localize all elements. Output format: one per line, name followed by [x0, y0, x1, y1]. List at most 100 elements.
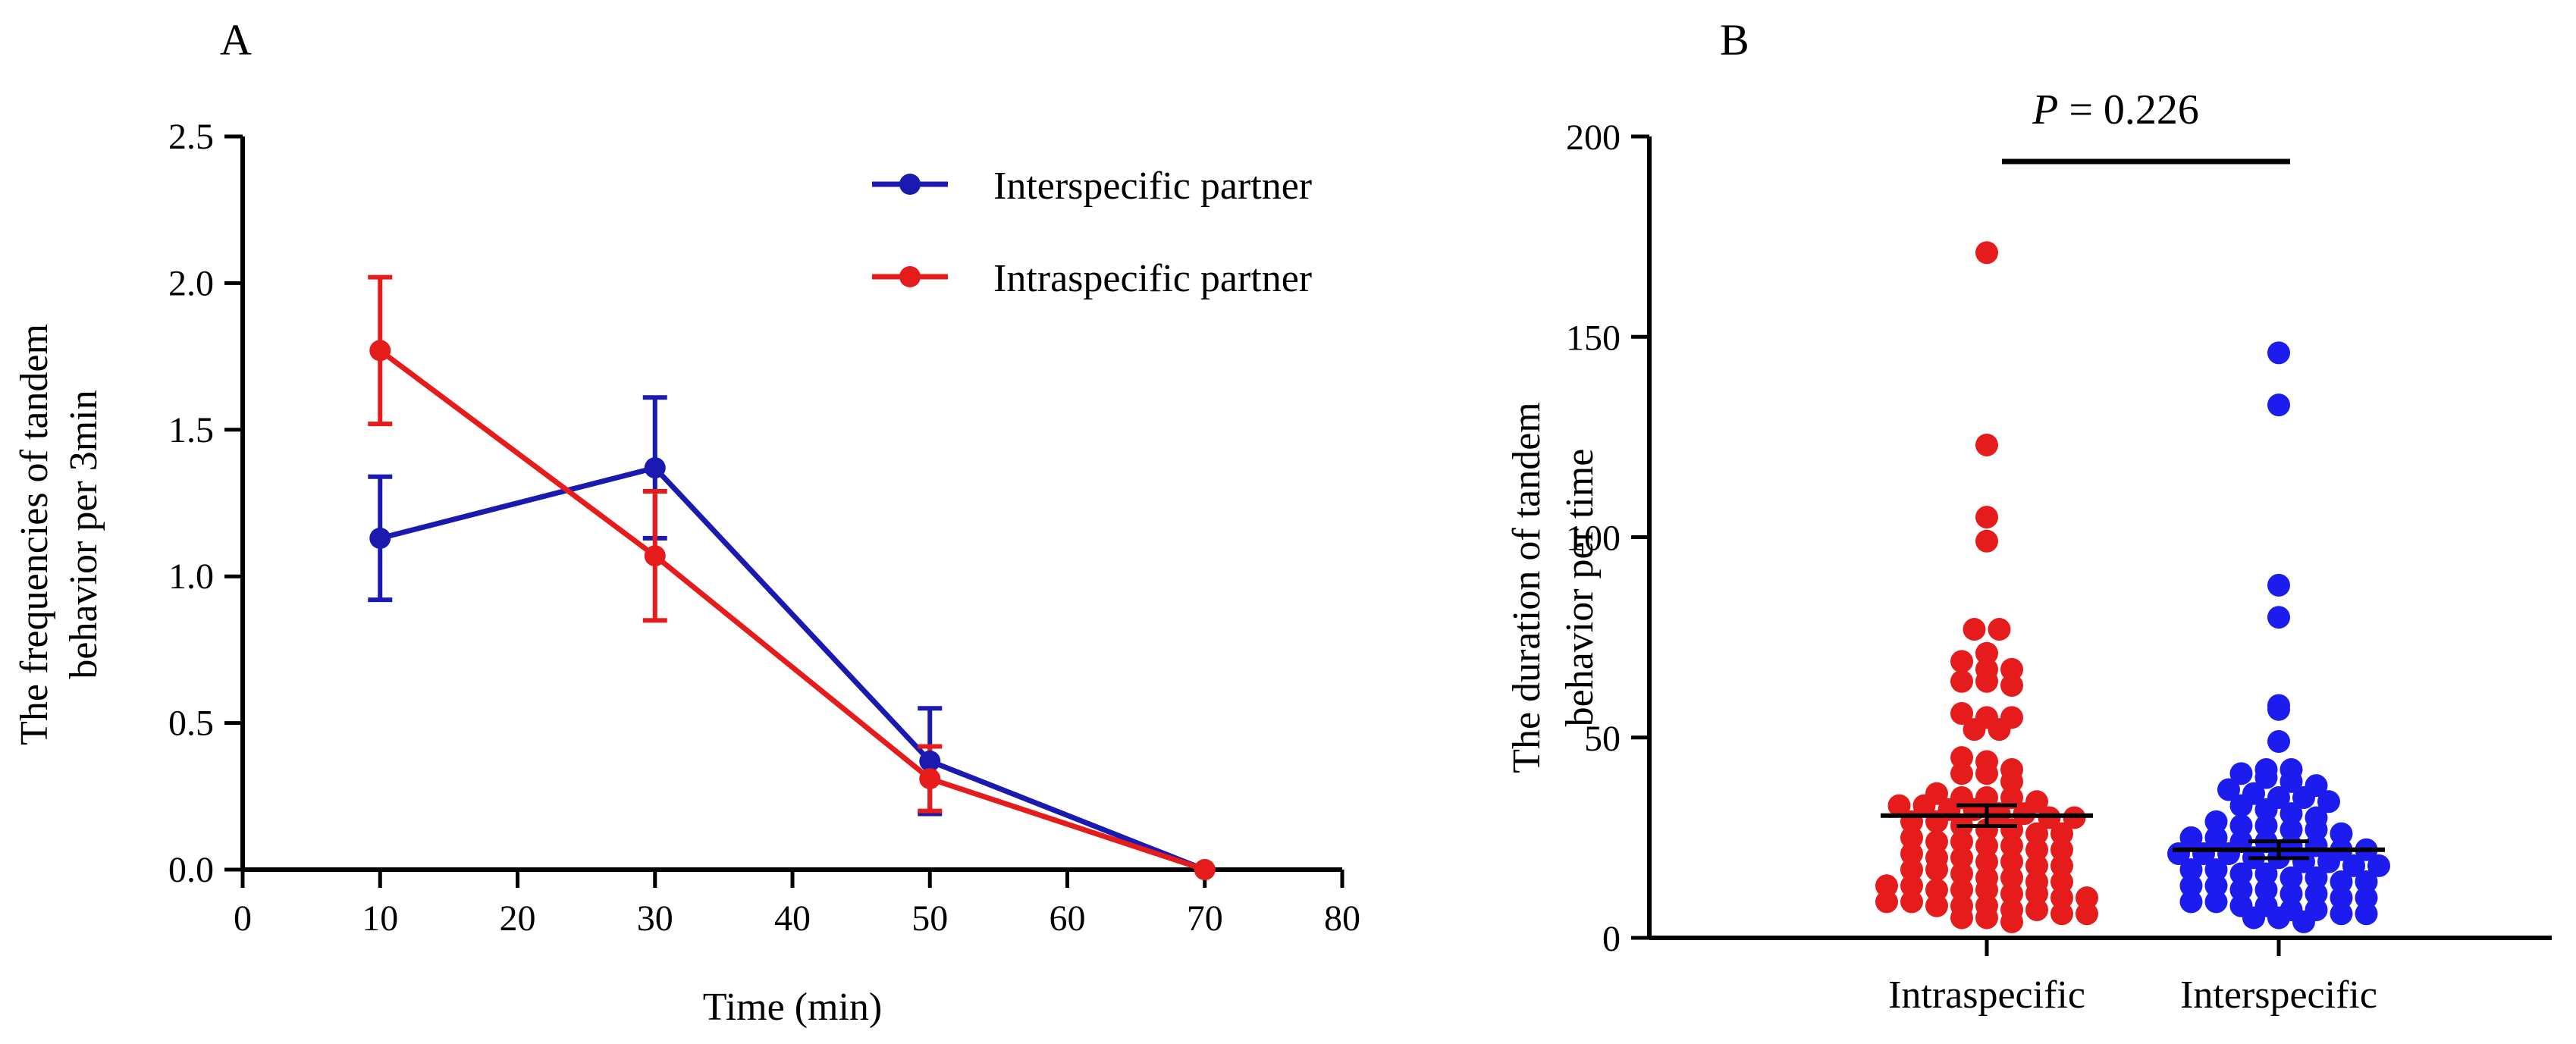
- data-point-intraspecific: [2050, 902, 2073, 926]
- data-point-intraspecific: [2000, 850, 2023, 873]
- y-tick-label: 100: [1566, 519, 1621, 559]
- panel-a-y-axis: 0.0 0.5 1.0 1.5 2.0 2.5: [168, 117, 245, 890]
- data-point-intraspecific: [1900, 842, 1923, 866]
- data-point-interspecific: [2342, 854, 2365, 877]
- data-point-intraspecific: [2025, 854, 2048, 877]
- panel-b-points: [1875, 241, 2390, 933]
- data-point-intraspecific: [919, 768, 941, 790]
- data-point-interspecific: [2179, 858, 2203, 882]
- data-point-intraspecific: [2000, 674, 2023, 698]
- panel-a-y-axis-label-line-2: behavior per 3min: [62, 390, 105, 679]
- data-point-intraspecific: [2025, 870, 2048, 894]
- data-point-intraspecific: [2000, 706, 2023, 729]
- panel-a-x-axis: 0 10 20 30 40 50 60 70 80: [234, 867, 1360, 939]
- panel-a-y-axis-label-line-1: The frequencies of tandem: [13, 324, 56, 745]
- data-point-interspecific: [2254, 878, 2278, 901]
- data-point-intraspecific: [1194, 859, 1216, 880]
- data-point-interspecific: [2254, 894, 2278, 917]
- y-tick-label: 2.0: [168, 263, 214, 303]
- data-point-intraspecific: [1975, 850, 1998, 873]
- data-point-interspecific: [2330, 902, 2353, 926]
- legend-item-interspecific: Interspecific partner: [872, 165, 1312, 208]
- data-point-intraspecific: [1950, 746, 1973, 770]
- data-point-interspecific: [2229, 762, 2253, 785]
- data-point-interspecific: [2279, 882, 2303, 905]
- panel-b-y-axis-label-line-1: The duration of tandem: [1505, 402, 1548, 773]
- data-point-intraspecific: [1975, 866, 1998, 889]
- data-point-intraspecific: [1975, 834, 1998, 857]
- data-point-intraspecific: [1950, 846, 1973, 870]
- data-point-interspecific: [2204, 826, 2228, 849]
- data-point-interspecific: [2204, 890, 2228, 914]
- data-point-intraspecific: [1900, 858, 1923, 882]
- y-tick-label: 200: [1566, 118, 1621, 158]
- data-point-intraspecific: [2025, 898, 2048, 922]
- data-point-interspecific: [2355, 902, 2378, 926]
- data-point-intraspecific: [2000, 866, 2023, 889]
- data-point-interspecific: [2267, 694, 2290, 717]
- x-tick-label: 60: [1050, 898, 1086, 939]
- x-tick-label: 50: [911, 898, 948, 939]
- data-point-interspecific: [2242, 782, 2265, 805]
- data-point-interspecific: [2267, 341, 2290, 365]
- legend-marker-intraspecific: [899, 266, 921, 287]
- data-point-intraspecific: [2025, 838, 2048, 861]
- x-tick-label: 30: [637, 898, 673, 939]
- data-point-interspecific: [2330, 886, 2353, 910]
- data-point-interspecific: [2267, 606, 2290, 629]
- data-point-intraspecific: [1950, 786, 1973, 810]
- data-point-intraspecific: [1900, 826, 1923, 849]
- y-tick-label: 0.0: [168, 850, 214, 890]
- legend-label-interspecific: Interspecific partner: [993, 165, 1312, 208]
- x-tick-label: 80: [1324, 898, 1360, 939]
- data-point-interspecific: [2204, 874, 2228, 898]
- legend-label-intraspecific: Intraspecific partner: [993, 257, 1312, 300]
- data-point-intraspecific: [1925, 894, 1948, 917]
- data-point-intraspecific: [1875, 890, 1898, 914]
- data-point-interspecific: [2179, 826, 2203, 849]
- data-point-intraspecific: [369, 340, 391, 362]
- data-point-interspecific: [2179, 890, 2203, 914]
- x-tick-label: 70: [1187, 898, 1223, 939]
- data-point-interspecific: [2279, 818, 2303, 842]
- data-point-interspecific: [2279, 758, 2303, 782]
- data-point-interspecific: [2267, 573, 2290, 597]
- data-point-intraspecific: [1925, 846, 1948, 870]
- data-point-interspecific: [2179, 874, 2203, 898]
- panel-a-label: A: [220, 15, 252, 64]
- y-tick-label: 50: [1584, 719, 1621, 759]
- panel-b-label: B: [1720, 15, 1749, 64]
- data-point-interspecific: [2330, 870, 2353, 894]
- x-tick-label: 20: [500, 898, 536, 939]
- panel-b-x-axis: Intraspecific Interspecific: [1649, 936, 2552, 1017]
- data-point-intraspecific: [1900, 874, 1923, 898]
- data-point-intraspecific: [1950, 878, 1973, 901]
- data-point-intraspecific: [2025, 790, 2048, 814]
- data-point-interspecific: [2267, 730, 2290, 754]
- x-category-label: Intraspecific: [1888, 973, 2085, 1017]
- data-point-interspecific: [2317, 790, 2340, 814]
- data-point-interspecific: [2204, 858, 2228, 882]
- data-point-intraspecific: [644, 545, 666, 567]
- data-point-intraspecific: [2050, 838, 2073, 861]
- data-point-intraspecific: [2050, 886, 2073, 910]
- data-point-intraspecific: [2076, 886, 2098, 910]
- data-point-intraspecific: [1950, 762, 1973, 785]
- data-point-intraspecific: [1975, 750, 1998, 773]
- data-point-intraspecific: [1975, 433, 1998, 456]
- data-point-interspecific: [2204, 810, 2228, 833]
- p-symbol: P: [2032, 86, 2058, 133]
- data-point-intraspecific: [1900, 890, 1923, 914]
- data-point-intraspecific: [1950, 894, 1973, 917]
- data-point-interspecific: [2279, 866, 2303, 889]
- data-point-interspecific: [2267, 786, 2290, 810]
- data-point-intraspecific: [1950, 830, 1973, 854]
- data-point-intraspecific: [1950, 650, 1973, 673]
- data-point-intraspecific: [2000, 657, 2023, 681]
- data-point-intraspecific: [2050, 822, 2073, 845]
- data-point-interspecific: [2330, 822, 2353, 845]
- data-point-interspecific: [2254, 862, 2278, 886]
- data-point-intraspecific: [2000, 898, 2023, 922]
- data-point-interspecific: [2229, 894, 2253, 917]
